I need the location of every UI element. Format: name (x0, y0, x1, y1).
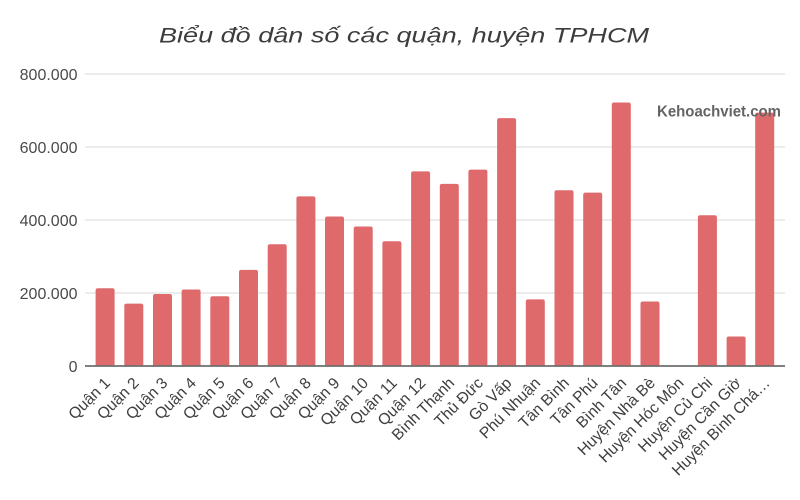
svg-text:200.000: 200.000 (20, 286, 78, 303)
svg-text:400.000: 400.000 (20, 213, 78, 230)
svg-text:800.000: 800.000 (20, 67, 78, 84)
svg-text:Biểu đồ dân số các quận, huyện: Biểu đồ dân số các quận, huyện TPHCM (159, 23, 649, 47)
svg-text:0: 0 (69, 359, 78, 376)
svg-text:Kehoachviet.com: Kehoachviet.com (657, 103, 781, 120)
svg-text:600.000: 600.000 (20, 140, 78, 157)
